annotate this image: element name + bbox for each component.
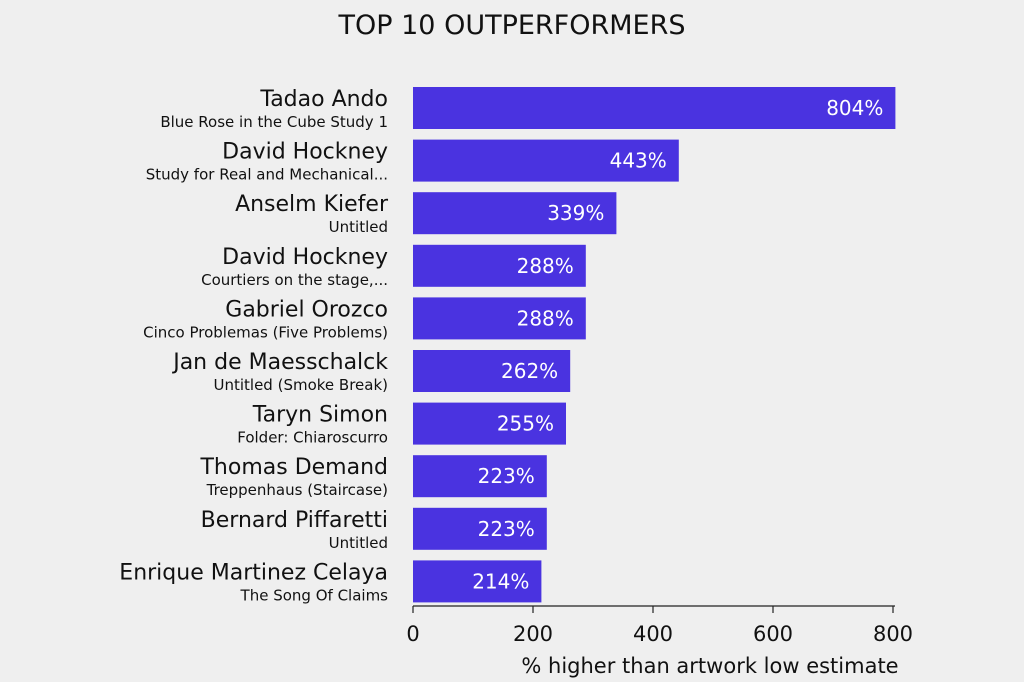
bar [413, 87, 896, 129]
bar [413, 297, 586, 340]
category-artist-label: Jan de Maesschalck [171, 350, 388, 375]
category-work-label: Study for Real and Mechanical... [146, 166, 388, 184]
category-work-label: Untitled (Smoke Break) [214, 376, 389, 394]
category-work-label: Untitled [329, 534, 388, 552]
x-tick-label: 200 [513, 622, 553, 646]
bar-value-label: 223% [478, 464, 535, 488]
bars-group: 804% 443% 339% 288% 288% 262% 255% 223% 223% 214% [413, 87, 896, 603]
category-work-label: Cinco Problemas (Five Problems) [143, 323, 388, 341]
category-artist-label: Enrique Martinez Celaya [119, 560, 388, 585]
bar [413, 455, 547, 498]
category-artist-label: Bernard Piffaretti [201, 508, 388, 533]
category-artist-label: Tadao Ando [259, 87, 388, 112]
bar [413, 402, 566, 445]
bar [413, 244, 586, 287]
category-artist-label: David Hockney [222, 245, 388, 270]
bar [413, 192, 617, 235]
bar-value-label: 339% [547, 201, 604, 225]
chart-title: TOP 10 OUTPERFORMERS [338, 10, 686, 41]
x-axis-label: % higher than artwork low estimate [521, 654, 898, 678]
bar-value-label: 804% [826, 96, 883, 120]
bar-value-label: 288% [517, 254, 574, 278]
bar-value-label: 255% [497, 412, 554, 436]
category-artist-label: Thomas Demand [199, 455, 388, 480]
x-tick-label: 400 [633, 622, 673, 646]
category-artist-label: Gabriel Orozco [225, 297, 388, 322]
bar-value-label: 214% [472, 569, 529, 593]
bar [413, 139, 679, 182]
category-work-label: Treppenhaus (Staircase) [206, 481, 388, 499]
bar [413, 560, 542, 603]
category-work-label: Folder: Chiaroscurro [237, 429, 388, 447]
category-artist-label: Taryn Simon [252, 403, 388, 428]
x-tick-label: 800 [873, 622, 913, 646]
x-axis: 0 200 400 600 800 [406, 605, 913, 646]
bar-value-label: 288% [517, 306, 574, 330]
category-work-label: Courtiers on the stage,... [201, 271, 388, 289]
category-artist-label: Anselm Kiefer [235, 192, 389, 217]
bar-value-label: 443% [610, 149, 667, 173]
bar [413, 507, 547, 550]
x-tick-label: 600 [753, 622, 793, 646]
bar-value-label: 262% [501, 359, 558, 383]
category-work-label: The Song Of Claims [240, 586, 389, 604]
category-work-label: Untitled [329, 218, 388, 236]
x-tick-label: 0 [406, 622, 419, 646]
bar-value-label: 223% [478, 517, 535, 541]
bar [413, 350, 571, 392]
category-artist-label: David Hockney [222, 140, 388, 165]
category-work-label: Blue Rose in the Cube Study 1 [160, 113, 388, 131]
